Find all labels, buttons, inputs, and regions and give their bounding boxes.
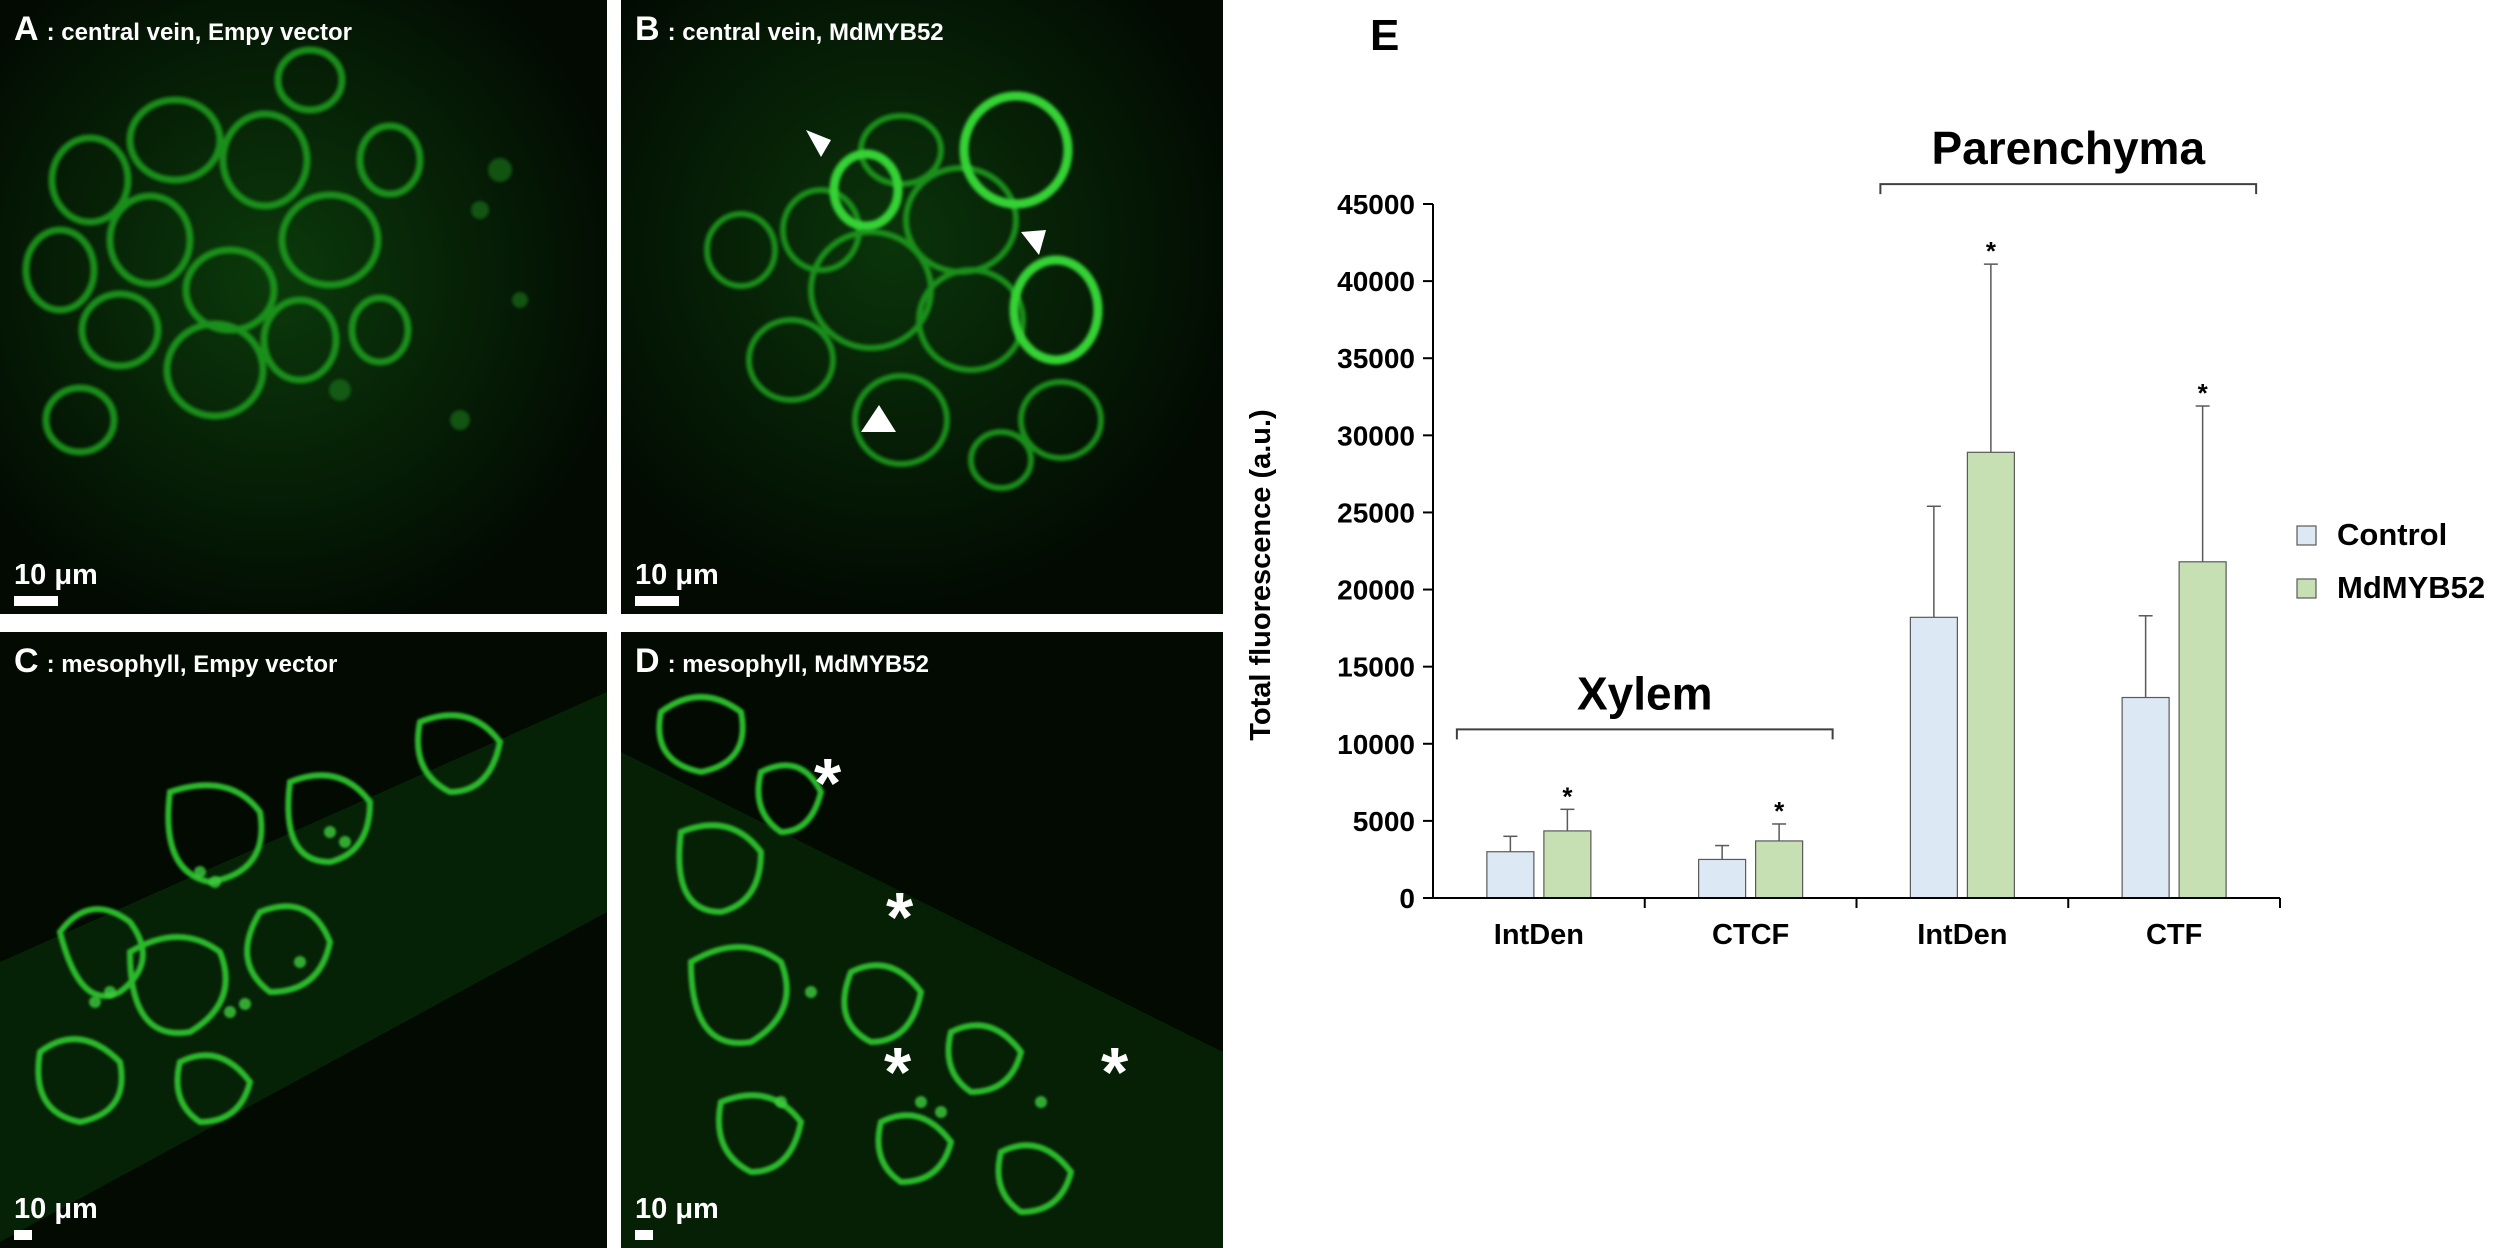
- significance-marker: *: [1562, 781, 1573, 811]
- scale-text-a: 10 μm: [14, 559, 98, 591]
- significance-marker: *: [1774, 796, 1785, 826]
- bar-series: * * * *: [1486, 236, 2227, 899]
- x-tick-label: IntDen: [1917, 919, 2007, 951]
- bar: [1755, 840, 1804, 899]
- x-tick-label: CTCF: [1712, 919, 1789, 951]
- panel-label-b: B : central vein, MdMYB52: [635, 10, 944, 49]
- x-axis: IntDen CTCF IntDen CTF: [1433, 897, 2281, 951]
- bar: [2121, 696, 2170, 899]
- y-tick-label: 15000: [1337, 652, 1415, 683]
- panel-letter-e: E: [1370, 11, 1399, 60]
- bar: [2178, 561, 2227, 899]
- scale-text-c: 10 μm: [14, 1193, 98, 1225]
- panel-desc-a: : central vein, Empy vector: [46, 19, 353, 46]
- group-label: Parenchyma: [1931, 122, 2205, 174]
- micrograph-image-b: [621, 0, 1223, 614]
- bar: [1909, 616, 1958, 899]
- panel-letter-c: C: [14, 642, 39, 680]
- legend-swatch: [2296, 578, 2317, 599]
- micrograph-panel-d: * * * * D : mesophyll, MdMYB52 10 μm: [621, 632, 1223, 1248]
- asterisk-marker: *: [1101, 1033, 1129, 1111]
- y-tick-label: 40000: [1337, 266, 1415, 297]
- arrowhead-markers: [806, 130, 1046, 432]
- micrograph-panel-c: C : mesophyll, Empy vector 10 μm: [0, 632, 607, 1248]
- y-tick-label: 0: [1399, 883, 1415, 914]
- panel-label-a: A : central vein, Empy vector: [14, 10, 352, 49]
- micrograph-image-a: [0, 0, 607, 614]
- micrograph-image-c: [0, 632, 607, 1248]
- significance-marker: *: [1986, 236, 1997, 266]
- asterisk-marker: *: [814, 744, 842, 822]
- y-tick-label: 35000: [1337, 343, 1415, 374]
- micrograph-image-d: [621, 632, 1223, 1248]
- panel-label-d: D : mesophyll, MdMYB52: [635, 642, 929, 681]
- y-tick-label: 5000: [1353, 806, 1415, 837]
- y-tick-label: 20000: [1337, 575, 1415, 606]
- legend-swatch: [2296, 525, 2317, 546]
- y-tick-label: 10000: [1337, 729, 1415, 760]
- scale-line-a: [14, 596, 58, 606]
- group-brackets: Xylem Parenchyma: [1455, 122, 2258, 740]
- y-axis-title: Total fluorescence (a.u.): [1245, 409, 1277, 740]
- x-tick-label: CTF: [2146, 919, 2202, 951]
- scale-line-c: [14, 1230, 32, 1240]
- bar-chart: E Total fluorescence (a.u.) 0 5000 10000 15…: [1245, 11, 2485, 951]
- asterisk-marker: *: [884, 1033, 912, 1111]
- scale-text-b: 10 μm: [635, 559, 719, 591]
- panel-desc-d: : mesophyll, MdMYB52: [667, 651, 929, 678]
- panel-letter-a: A: [14, 10, 39, 48]
- bar: [1543, 830, 1592, 899]
- scale-line-d: [635, 1230, 653, 1240]
- micrograph-panel-b: B : central vein, MdMYB52 10 μm: [621, 0, 1223, 614]
- asterisk-marker: *: [886, 878, 914, 956]
- panel-letter-d: D: [635, 642, 660, 680]
- y-tick-label: 25000: [1337, 497, 1415, 528]
- bar: [1966, 451, 2015, 899]
- panel-desc-c: : mesophyll, Empy vector: [46, 651, 338, 678]
- panel-label-c: C : mesophyll, Empy vector: [14, 642, 337, 681]
- group-bracket: [1455, 728, 1834, 740]
- group-bracket: [1879, 183, 2258, 195]
- y-axis: 0 5000 10000 15000 20000 25000 30000 35000 40000…: [1337, 189, 1434, 914]
- scale-text-d: 10 μm: [635, 1193, 719, 1225]
- legend-label: MdMYB52: [2337, 570, 2485, 605]
- bar: [1486, 851, 1535, 899]
- micrograph-panel-a: A : central vein, Empy vector 10 μm: [0, 0, 607, 614]
- x-tick-label: IntDen: [1494, 919, 1584, 951]
- scale-line-b: [635, 596, 679, 606]
- panel-letter-b: B: [635, 10, 660, 48]
- legend: Control MdMYB52: [2296, 517, 2485, 605]
- bar: [1698, 858, 1747, 899]
- panel-desc-b: : central vein, MdMYB52: [667, 19, 944, 46]
- y-tick-label: 30000: [1337, 420, 1415, 451]
- y-tick-label: 45000: [1337, 189, 1415, 220]
- group-label: Xylem: [1577, 667, 1713, 719]
- significance-marker: *: [2198, 378, 2209, 408]
- legend-label: Control: [2337, 517, 2447, 552]
